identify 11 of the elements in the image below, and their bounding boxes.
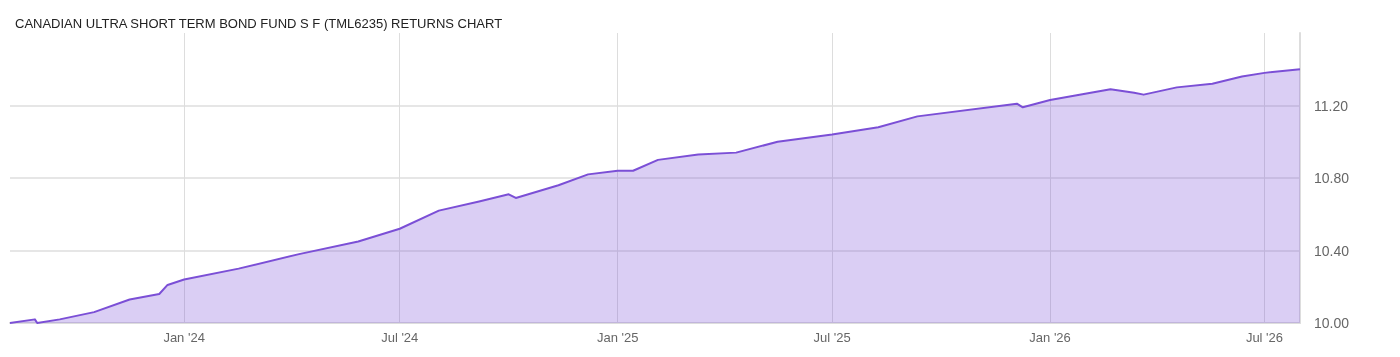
x-tick-label: Jul '26 (1245, 330, 1284, 345)
chart-title: CANADIAN ULTRA SHORT TERM BOND FUND S F (TML6235) RETURNS CHART (15, 16, 503, 31)
x-tick-label: Jul '25 (813, 330, 851, 345)
y-tick-label: 10.40 (1314, 242, 1350, 259)
y-tick-label: 11.20 (1314, 97, 1349, 114)
x-tick-label: Jul '24 (381, 330, 419, 345)
x-tick-label: Jan '24 (163, 330, 205, 345)
x-tick-label: Jan '26 (1029, 330, 1071, 345)
y-tick-label: 10.00 (1314, 315, 1350, 331)
x-tick-label: Jan '25 (596, 330, 639, 345)
y-tick-label: 10.80 (1314, 170, 1350, 186)
